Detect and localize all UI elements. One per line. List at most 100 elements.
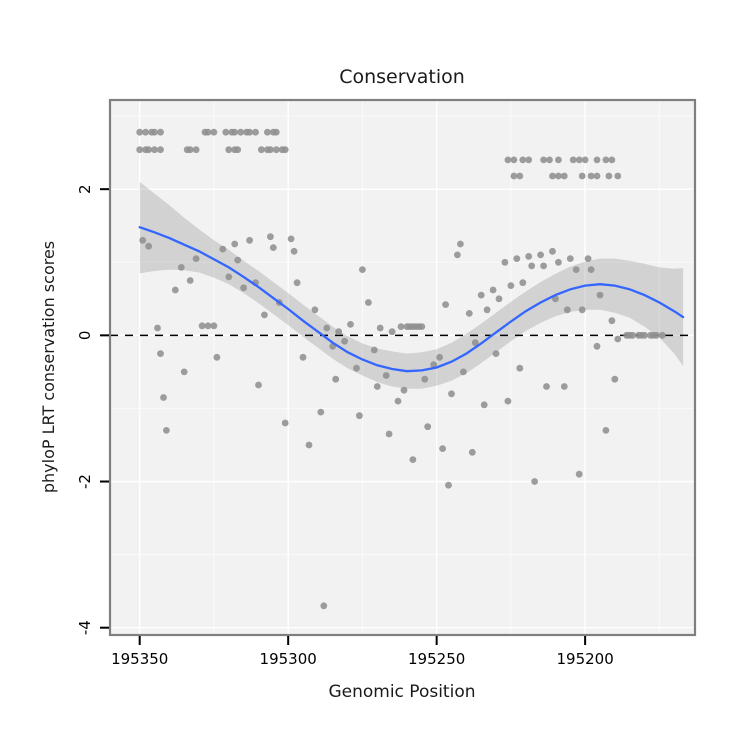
data-point [549, 172, 556, 180]
data-point [222, 128, 230, 136]
data-point [563, 306, 571, 314]
data-point [531, 478, 538, 485]
data-point [578, 172, 586, 180]
data-point [555, 172, 562, 180]
data-point [261, 311, 268, 319]
data-point [198, 322, 206, 330]
data-point [543, 383, 550, 390]
data-point [136, 146, 144, 154]
data-point [421, 375, 429, 383]
data-point [305, 441, 313, 449]
data-point [587, 266, 595, 273]
data-point [525, 156, 533, 164]
data-point [394, 397, 402, 405]
data-point [180, 368, 188, 376]
confidence-band [139, 181, 684, 389]
data-point [537, 251, 544, 259]
data-point [480, 401, 488, 409]
data-point [186, 277, 194, 284]
data-point [323, 324, 331, 332]
data-point [255, 381, 262, 389]
data-point [593, 342, 601, 350]
data-point [139, 236, 147, 244]
data-point [569, 156, 577, 164]
data-point [516, 172, 524, 180]
data-point [240, 284, 248, 292]
data-point [510, 172, 518, 180]
data-point [225, 273, 233, 281]
data-point [641, 331, 648, 339]
data-point [157, 350, 164, 357]
data-point [471, 339, 479, 347]
data-point [454, 251, 461, 259]
data-point [385, 430, 393, 438]
data-point [299, 353, 307, 361]
data-point [264, 128, 271, 136]
data-point [267, 146, 274, 154]
x-tick-label: 195300 [260, 650, 317, 668]
data-point [311, 306, 319, 314]
y-tick-label: 2 [76, 184, 94, 194]
data-point [510, 156, 518, 164]
data-point [192, 146, 200, 154]
data-point [507, 282, 515, 289]
data-point [204, 322, 212, 330]
data-point [237, 128, 245, 136]
data-point [272, 128, 280, 136]
data-point [151, 146, 158, 154]
data-point [483, 306, 491, 314]
data-point [555, 258, 562, 266]
panel-border [108, 98, 697, 637]
y-tick-label: -2 [76, 474, 94, 489]
data-point [281, 146, 289, 154]
data-point [252, 128, 259, 136]
data-point [290, 247, 298, 255]
data-point [608, 317, 616, 325]
data-point [388, 328, 396, 336]
data-point [572, 266, 580, 273]
data-point [460, 368, 467, 376]
data-point [602, 427, 610, 434]
data-point [611, 375, 619, 383]
data-point [602, 156, 610, 164]
data-point [382, 372, 390, 379]
data-point [477, 291, 485, 299]
data-point [204, 128, 212, 136]
data-point [258, 146, 265, 154]
data-point [578, 306, 586, 314]
data-point [341, 337, 348, 345]
data-point [400, 386, 408, 394]
data-point [231, 240, 239, 248]
data-point [269, 244, 277, 252]
data-point [272, 146, 280, 154]
data-point [171, 286, 179, 294]
data-point [246, 128, 254, 136]
data-point [335, 328, 343, 336]
chart-title: Conservation [339, 66, 465, 88]
data-point [608, 156, 616, 164]
data-point [210, 128, 218, 136]
data-point [219, 245, 227, 253]
data-point [436, 353, 443, 361]
data-point [560, 383, 568, 390]
data-point [142, 128, 150, 136]
data-point [136, 128, 144, 136]
data-point [519, 279, 527, 287]
y-tick-label: 0 [76, 331, 94, 341]
x-tick-label: 195350 [111, 650, 168, 668]
data-point [353, 364, 360, 372]
y-tick-label: -4 [76, 620, 94, 635]
data-point [653, 331, 660, 339]
y-axis-title: phyloP LRT conservation scores [39, 241, 58, 493]
data-point [281, 419, 289, 427]
data-point [525, 253, 533, 260]
data-point [513, 255, 521, 262]
data-point [234, 146, 242, 154]
data-point [596, 291, 604, 299]
data-point [163, 427, 170, 434]
data-point [501, 258, 509, 266]
data-point [540, 262, 547, 270]
data-point [465, 310, 473, 317]
data-point [614, 335, 622, 343]
